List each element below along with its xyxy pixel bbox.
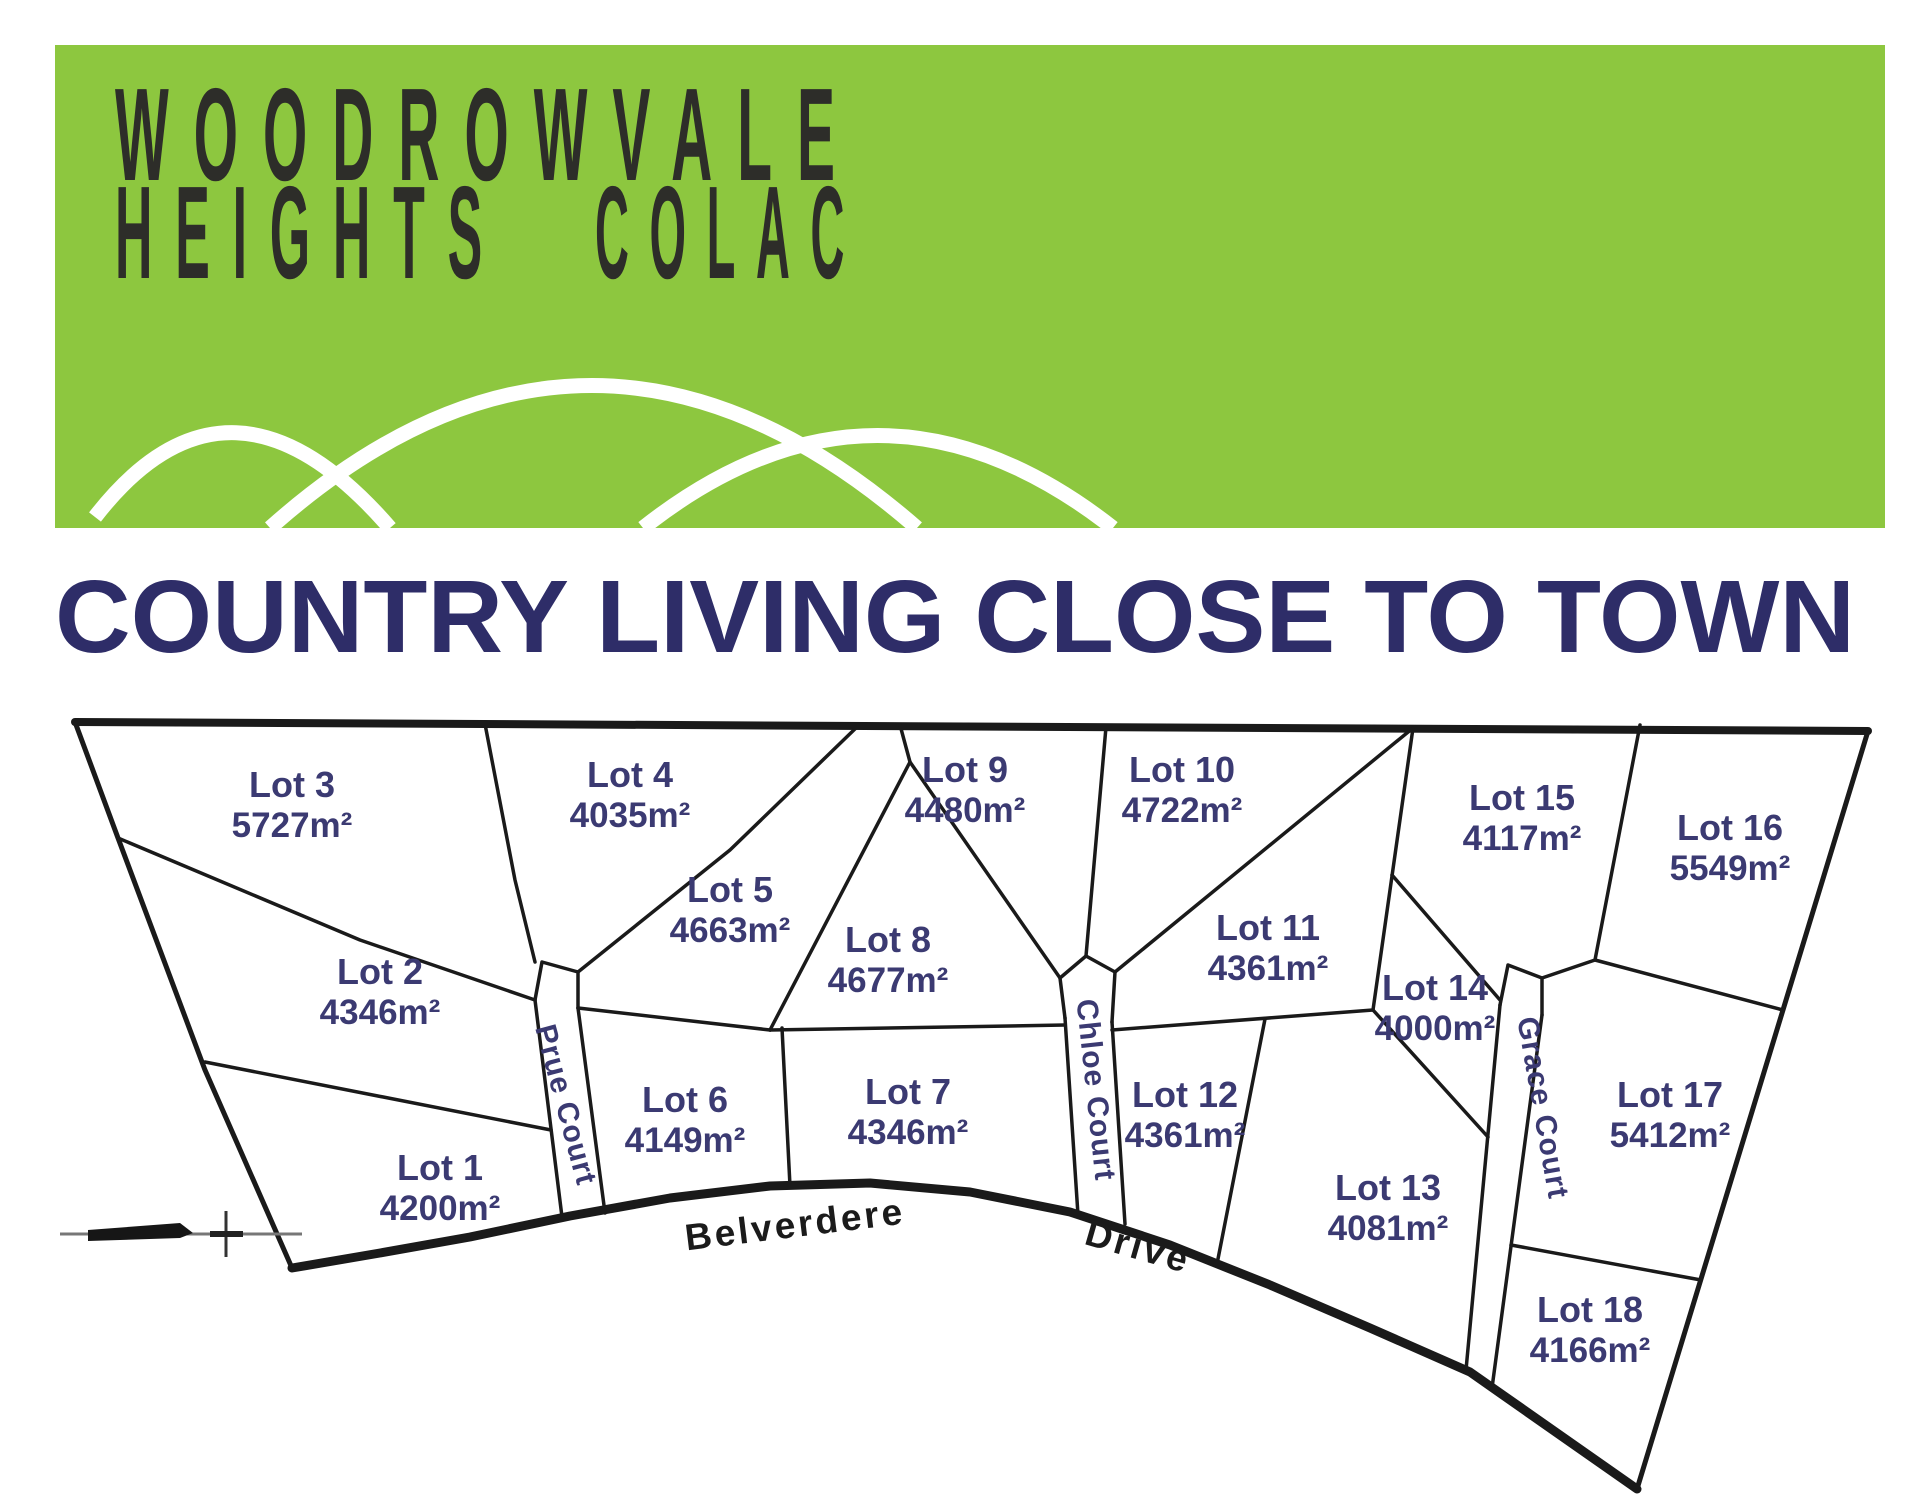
lot-number: Lot 2: [336, 951, 423, 992]
lot-label: Lot 8 4677m²: [828, 919, 949, 1001]
lot-label: Lot 15 4117m²: [1463, 777, 1582, 859]
brand-title-line1: WOODROWVALE: [115, 61, 860, 208]
headline-row: COUNTRY LIVING CLOSE TO TOWN: [0, 552, 1920, 677]
lot-area: 4722m²: [1121, 791, 1243, 830]
lot-label: Lot 1 4200m²: [380, 1147, 501, 1229]
lot-area: 4361m²: [1124, 1116, 1246, 1155]
lot-number: Lot 12: [1131, 1074, 1239, 1115]
hills-graphic: [89, 378, 1118, 528]
lot-number: Lot 11: [1215, 907, 1321, 948]
lot-number: Lot 18: [1536, 1289, 1644, 1330]
lot-number: Lot 13: [1334, 1167, 1442, 1208]
north-arrow: [60, 1211, 302, 1257]
lot-label: Lot 6 4149m²: [625, 1079, 746, 1161]
lot-label: Lot 2 4346m²: [320, 951, 441, 1033]
lot-label: Lot 11 4361m²: [1208, 907, 1329, 989]
lot-number: Lot 15: [1468, 777, 1575, 818]
lot-label: Lot 3 5727m²: [232, 764, 353, 846]
plan-geometry: [60, 718, 1872, 1494]
lot-number: Lot 10: [1128, 749, 1236, 790]
lot-label: Lot 5 4663m²: [670, 869, 791, 951]
lot-boundary-lines: [116, 722, 1785, 1390]
lot-number: Lot 1: [396, 1147, 483, 1188]
lot-area: 4361m²: [1207, 949, 1329, 988]
belverdere-drive-road-line: [287, 1178, 1642, 1494]
lot-number: Lot 5: [686, 869, 773, 910]
lot-number: Lot 16: [1676, 807, 1784, 848]
lot-area: 4663m²: [669, 911, 791, 950]
lot-area: 5727m²: [231, 806, 353, 845]
lot-number: Lot 4: [586, 754, 673, 795]
lot-number: Lot 3: [248, 764, 335, 805]
lot-area: 5412m²: [1609, 1116, 1731, 1155]
lot-area: 4000m²: [1374, 1009, 1496, 1048]
lot-label: Lot 16 5549m²: [1670, 807, 1791, 889]
lot-label: Lot 10 4722m²: [1122, 749, 1243, 831]
lot-number: Lot 6: [641, 1079, 728, 1120]
brand-title-line2-heights: HEIGHTS: [115, 159, 505, 306]
brand-title-line2-colac: COLAC: [595, 159, 865, 306]
lot-label: Lot 14 4000m²: [1375, 967, 1496, 1049]
headline-text: COUNTRY LIVING CLOSE TO TOWN: [55, 559, 1855, 674]
lot-area: 4035m²: [569, 796, 691, 835]
brand-banner-art: WOODROWVALE HEIGHTS COLAC: [89, 61, 1118, 528]
lot-area: 4200m²: [379, 1189, 501, 1228]
lot-number: Lot 17: [1616, 1074, 1724, 1115]
lot-label: Lot 9 4480m²: [905, 749, 1026, 831]
lot-label: Lot 4 4035m²: [570, 754, 691, 836]
lot-area: 4346m²: [319, 993, 441, 1032]
lot-area: 4166m²: [1529, 1331, 1651, 1370]
lot-label: Lot 12 4361m²: [1125, 1074, 1246, 1156]
north-boundary-line: [71, 718, 1872, 735]
lot-area: 4677m²: [827, 961, 949, 1000]
lot-label: Lot 18 4166m²: [1530, 1289, 1651, 1371]
lot-number: Lot 14: [1381, 967, 1489, 1008]
brand-banner: WOODROWVALE HEIGHTS COLAC: [55, 45, 1885, 528]
lot-label: Lot 13 4081m²: [1328, 1167, 1449, 1249]
lot-number: Lot 7: [864, 1071, 951, 1112]
lot-area: 4081m²: [1327, 1209, 1449, 1248]
lot-area: 4117m²: [1462, 819, 1582, 858]
lot-area: 4149m²: [624, 1121, 746, 1160]
lot-area: 4346m²: [847, 1113, 969, 1152]
lot-area: 4480m²: [904, 791, 1026, 830]
lot-number: Lot 8: [844, 919, 931, 960]
subdivision-plan: Lot 1 4200m² Lot 2 4346m² Lot 3 5727m² L…: [30, 700, 1890, 1504]
lot-area: 5549m²: [1669, 849, 1791, 888]
lot-label: Lot 17 5412m²: [1610, 1074, 1731, 1156]
lot-number: Lot 9: [921, 749, 1008, 790]
lot-label: Lot 7 4346m²: [848, 1071, 969, 1153]
